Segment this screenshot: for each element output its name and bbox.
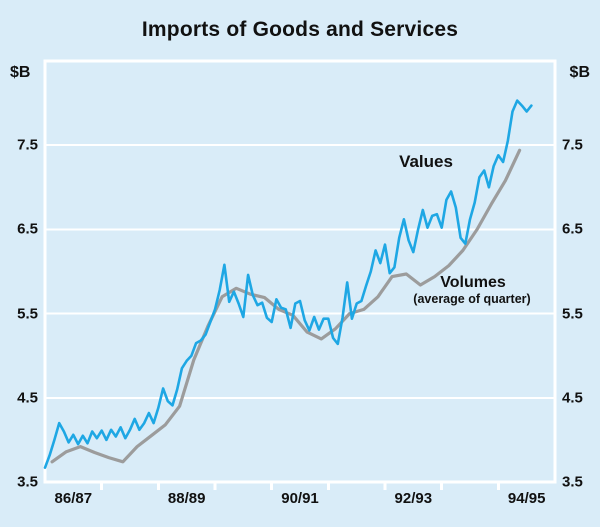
volumes-series-label: Volumes [440,274,506,291]
y-tick-label-right: 7.5 [562,136,583,154]
volumes-series-sublabel: (average of quarter) [413,292,531,306]
values-series-label: Values [399,152,453,171]
x-tick-label: 94/95 [507,490,546,507]
y-tick-label-right: 5.5 [562,305,583,323]
y-axis-unit-left: $B [10,64,31,81]
y-tick-label-left: 6.5 [17,220,38,238]
y-axis-unit-right: $B [569,64,590,81]
chart-title: Imports of Goods and Services [141,18,459,41]
x-tick-label: 86/87 [54,490,93,507]
gridlines [45,144,555,399]
y-tick-label-right: 3.5 [562,473,583,491]
x-tick-label: 88/89 [167,490,206,507]
values-line [43,99,533,470]
y-tick-label-left: 4.5 [17,389,38,407]
y-tick-label-right: 4.5 [562,389,583,407]
y-tick-label-left: 5.5 [17,305,38,323]
y-tick-label-left: 7.5 [17,136,38,154]
x-tick-label: 90/91 [281,490,319,507]
x-tick-label: 92/93 [394,490,433,507]
y-tick-label-right: 6.5 [562,220,583,238]
plot-area-border [43,59,557,484]
y-tick-label-left: 3.5 [17,473,38,491]
